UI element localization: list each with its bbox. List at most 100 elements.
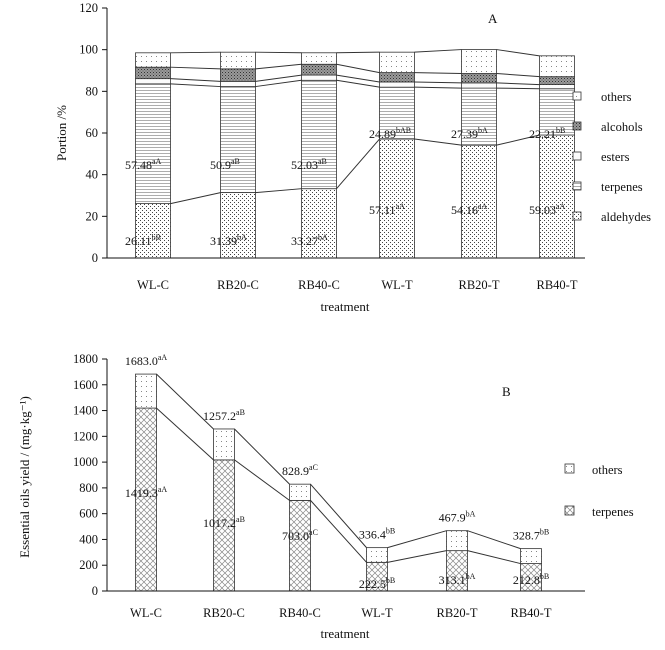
a-label-terpenes-rb40-t: 22.21bB [529, 126, 565, 141]
b-y-tick-label: 1000 [73, 455, 98, 469]
b-y-tick-label: 400 [79, 532, 98, 546]
a-legend-label-alcohols: alcohols [601, 120, 643, 134]
a-label-aldehydes-wl-t: 57.11aA [369, 202, 405, 217]
a-label-aldehydes-rb20-t: 54.16aA [451, 202, 488, 217]
a-bar-terpenes-rb20-t [461, 87, 497, 146]
b-label-terpenes-wl-t: 222.5bB [359, 576, 395, 591]
a-x-tick-label: RB40-T [537, 278, 578, 292]
b-bar-others-rb20-c [213, 428, 235, 461]
a-bar-esters-rb20-t [461, 82, 497, 89]
panel-a-letter: A [488, 11, 498, 26]
a-legend-swatch-alcohols [572, 121, 582, 131]
b-connector-others [156, 373, 521, 550]
a-x-tick-label: RB40-C [298, 278, 340, 292]
a-legend-label-terpenes: terpenes [601, 180, 643, 194]
b-bar-others-wl-t [366, 547, 388, 563]
b-label-total-wl-t: 336.4bB [359, 527, 395, 542]
b-label-terpenes-wl-c: 1419.3aA [125, 485, 168, 500]
b-legend-label-others: others [592, 463, 623, 477]
b-x-tick-label: WL-T [361, 606, 393, 620]
b-bar-others-rb40-c [289, 483, 311, 501]
a-bar-esters-rb20-c [220, 80, 256, 87]
b-legend-swatch-terpenes [564, 505, 575, 516]
a-bar-alcohols-wl-t [379, 72, 415, 83]
a-bar-aldehydes-rb40-t [539, 134, 575, 259]
a-legend-swatch-aldehydes [572, 211, 582, 221]
a-bar-terpenes-wl-c [135, 83, 171, 205]
b-x-tick-label: RB20-C [203, 606, 245, 620]
b-y-tick-label: 1600 [73, 378, 98, 392]
a-legend-swatch-terpenes [572, 181, 582, 191]
a-y-tick-label: 60 [86, 126, 99, 140]
b-connector-terpenes [156, 407, 521, 565]
b-y-tick-label: 600 [79, 507, 98, 521]
a-bar-aldehydes-wl-c [135, 203, 171, 259]
b-x-tick-label: RB20-T [437, 606, 478, 620]
b-bar-others-rb20-t [446, 530, 468, 552]
a-bar-others-rb40-t [539, 55, 575, 78]
b-bar-others-rb40-t [520, 548, 542, 564]
a-y-tick-label: 20 [86, 209, 99, 223]
a-legend-swatch-others [572, 91, 582, 101]
b-y-tick-label: 1800 [73, 352, 98, 366]
a-y-tick-label: 40 [86, 168, 99, 182]
panel-b: B Essential oils yield / (mg·kg⁻¹) treat… [17, 352, 634, 641]
a-y-tick-label: 120 [79, 1, 98, 15]
a-bar-aldehydes-wl-t [379, 138, 415, 259]
a-bar-terpenes-rb40-t [539, 88, 575, 136]
a-label-aldehydes-wl-c: 26.11bB [125, 233, 161, 248]
panel-b-letter: B [502, 384, 511, 399]
a-connector-terpenes [170, 79, 540, 90]
a-label-aldehydes-rb40-c: 33.27bA [291, 233, 328, 248]
a-bar-alcohols-rb20-c [220, 68, 256, 82]
b-x-tick-label: RB40-T [511, 606, 552, 620]
a-label-terpenes-rb40-c: 52.03aB [291, 157, 327, 172]
a-x-tick-label: WL-C [137, 278, 169, 292]
a-y-tick-label: 80 [86, 84, 99, 98]
a-connector-alcohols [170, 63, 540, 78]
a-bar-esters-wl-c [135, 78, 171, 85]
a-label-aldehydes-rb20-c: 31.39bA [210, 233, 247, 248]
a-bar-others-rb20-t [461, 49, 497, 74]
b-label-terpenes-rb20-c: 1017.2aB [203, 515, 245, 530]
a-bar-esters-rb40-c [301, 74, 337, 81]
a-bar-alcohols-rb20-t [461, 73, 497, 84]
b-label-terpenes-rb20-t: 313.1bA [439, 572, 476, 587]
b-bar-others-wl-c [135, 373, 157, 409]
a-legend-label-others: others [601, 90, 632, 104]
a-legend-label-aldehydes: aldehydes [601, 210, 651, 224]
a-bar-terpenes-wl-t [379, 86, 415, 140]
a-bar-alcohols-wl-c [135, 66, 171, 80]
a-x-tick-label: WL-T [381, 278, 413, 292]
panel-a-y-axis-title: Portion /% [54, 105, 69, 161]
a-x-tick-label: RB20-T [459, 278, 500, 292]
b-x-tick-label: WL-C [130, 606, 162, 620]
a-bar-alcohols-rb40-t [539, 76, 575, 85]
a-bar-aldehydes-rb20-t [461, 144, 497, 259]
b-label-total-wl-c: 1683.0aA [125, 353, 168, 368]
a-bar-aldehydes-rb20-c [220, 192, 256, 259]
b-label-terpenes-rb40-c: 703.0aC [282, 528, 318, 543]
b-label-terpenes-rb40-t: 212.8bB [513, 572, 549, 587]
a-label-aldehydes-rb40-t: 59.03aA [529, 202, 566, 217]
a-connector-others [170, 49, 540, 57]
b-label-total-rb20-c: 1257.2aB [203, 408, 245, 423]
a-legend-label-esters: esters [601, 150, 630, 164]
a-connector-aldehydes [170, 134, 540, 205]
panel-b-y-axis-title: Essential oils yield / (mg·kg⁻¹) [17, 396, 32, 558]
a-y-tick-label: 100 [79, 43, 98, 57]
panel-a-x-axis-title: treatment [320, 299, 369, 314]
b-bar-terpenes-rb40-c [289, 499, 311, 592]
a-legend-swatch-esters [572, 151, 582, 161]
a-bar-others-rb20-c [220, 51, 256, 70]
a-label-terpenes-wl-c: 57.48aA [125, 157, 162, 172]
b-label-total-rb40-c: 828.9aC [282, 463, 318, 478]
a-bar-esters-wl-t [379, 81, 415, 88]
a-label-terpenes-rb20-c: 50.9aB [210, 157, 240, 172]
a-label-terpenes-rb20-t: 27.39bA [451, 126, 488, 141]
a-bar-alcohols-rb40-c [301, 63, 337, 76]
b-legend-swatch-others [564, 463, 575, 474]
a-bar-terpenes-rb20-c [220, 86, 256, 194]
b-y-tick-label: 1200 [73, 429, 98, 443]
